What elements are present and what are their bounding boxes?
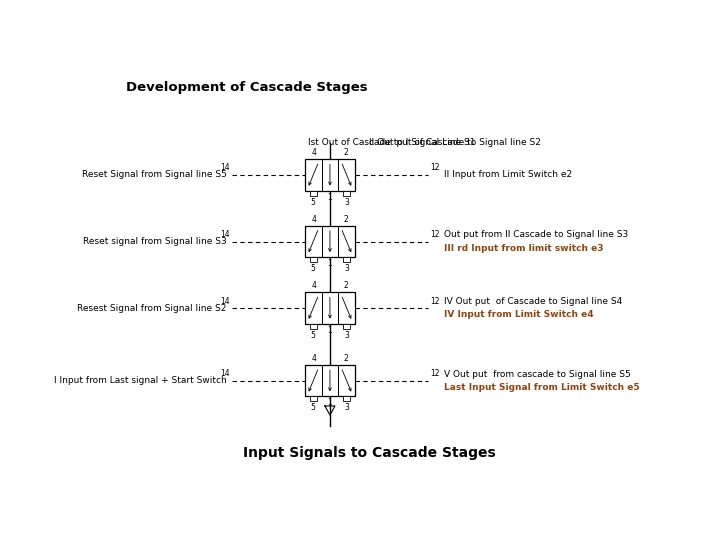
- Text: Reset signal from Signal line S3: Reset signal from Signal line S3: [83, 237, 227, 246]
- Text: 5: 5: [311, 198, 315, 207]
- Text: 12: 12: [431, 164, 440, 172]
- Bar: [343, 257, 350, 262]
- Bar: [305, 365, 355, 396]
- Text: 1: 1: [328, 193, 333, 201]
- Text: 2: 2: [343, 215, 348, 224]
- Text: 3: 3: [344, 198, 349, 207]
- Text: II Input from Limit Switch e2: II Input from Limit Switch e2: [444, 171, 572, 179]
- Text: V Out put  from cascade to Signal line S5: V Out put from cascade to Signal line S5: [444, 370, 631, 379]
- Text: 3: 3: [344, 403, 349, 413]
- Text: 14: 14: [220, 230, 230, 239]
- Text: 4: 4: [312, 215, 317, 224]
- Text: I Input from Last signal + Start Switch: I Input from Last signal + Start Switch: [54, 376, 227, 386]
- Text: 3: 3: [344, 264, 349, 273]
- Text: 5: 5: [311, 403, 315, 413]
- Text: 4: 4: [312, 354, 317, 363]
- Text: 3: 3: [344, 330, 349, 340]
- Text: Resest Signal from Signal line S2: Resest Signal from Signal line S2: [77, 303, 227, 313]
- Bar: [305, 226, 355, 257]
- Text: Input Signals to Cascade Stages: Input Signals to Cascade Stages: [243, 446, 495, 460]
- Text: Reset Signal from Signal line S5: Reset Signal from Signal line S5: [82, 171, 227, 179]
- Text: 14: 14: [220, 164, 230, 172]
- Bar: [310, 323, 317, 329]
- Text: Last Input Signal from Limit Switch e5: Last Input Signal from Limit Switch e5: [444, 383, 640, 392]
- Text: 1: 1: [328, 259, 333, 268]
- Text: 14: 14: [220, 296, 230, 306]
- Text: III rd Input from limit switch e3: III rd Input from limit switch e3: [444, 244, 604, 253]
- Bar: [305, 293, 355, 323]
- Bar: [343, 191, 350, 195]
- Bar: [310, 257, 317, 262]
- Text: 2: 2: [343, 148, 348, 157]
- Text: 1: 1: [328, 326, 333, 335]
- Text: 1: 1: [328, 399, 333, 408]
- Text: IV Out put  of Cascade to Signal line S4: IV Out put of Cascade to Signal line S4: [444, 297, 623, 306]
- Bar: [305, 159, 355, 191]
- Bar: [343, 396, 350, 401]
- Text: 2: 2: [343, 354, 348, 363]
- Text: II Out put of Cascade to Signal line S2: II Out put of Cascade to Signal line S2: [369, 138, 541, 147]
- Bar: [310, 191, 317, 195]
- Text: Out put from II Cascade to Signal line S3: Out put from II Cascade to Signal line S…: [444, 231, 629, 239]
- Text: IV Input from Limit Switch e4: IV Input from Limit Switch e4: [444, 310, 594, 319]
- Text: 14: 14: [220, 369, 230, 379]
- Text: 5: 5: [311, 330, 315, 340]
- Text: Development of Cascade Stages: Development of Cascade Stages: [126, 82, 368, 94]
- Text: 12: 12: [431, 369, 440, 379]
- Text: 12: 12: [431, 230, 440, 239]
- Text: Ist Out of Cascade to I Signal Line S1: Ist Out of Cascade to I Signal Line S1: [307, 138, 475, 147]
- Text: 4: 4: [312, 148, 317, 157]
- Text: 12: 12: [431, 296, 440, 306]
- Text: 4: 4: [312, 281, 317, 291]
- Bar: [310, 396, 317, 401]
- Text: 2: 2: [343, 281, 348, 291]
- Text: 5: 5: [311, 264, 315, 273]
- Bar: [343, 323, 350, 329]
